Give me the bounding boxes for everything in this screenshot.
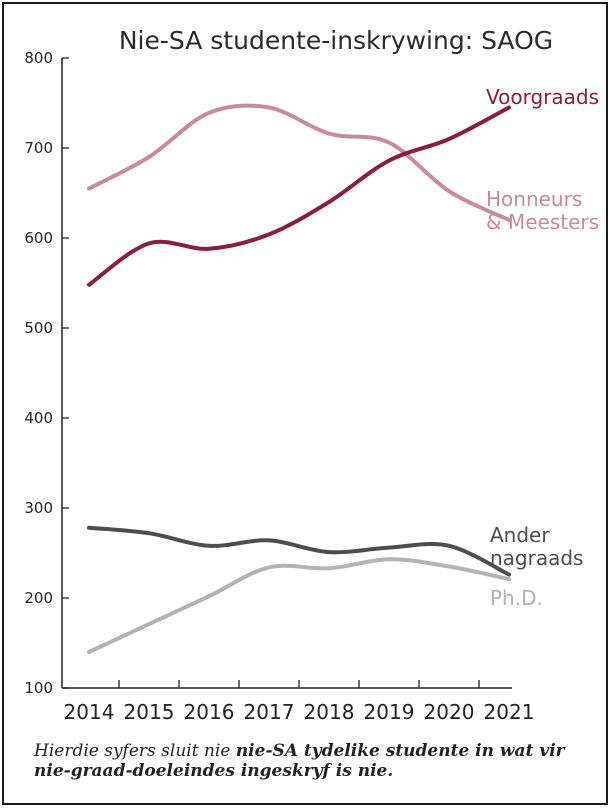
series-label-line: Ander [490, 523, 550, 547]
y-tick-label: 500 [24, 319, 53, 337]
chart-title: Nie-SA studente-inskrywing: SAOG [119, 26, 553, 55]
y-tick-label: 700 [24, 139, 53, 157]
axes: 100 200 300 400 500 600 700 800 2014 2015 2016 2017… [24, 49, 534, 724]
x-tick-label: 2015 [124, 700, 175, 724]
series-label-line: Honneurs [486, 187, 582, 211]
series-label: Ander nagraads [490, 523, 583, 570]
y-tick-label: 200 [24, 589, 53, 607]
series-lines [87, 103, 511, 654]
series-line [87, 525, 511, 577]
y-tick-label: 100 [24, 679, 53, 697]
series-line [87, 105, 511, 287]
series-line [87, 557, 511, 654]
x-tick-label: 2021 [484, 700, 535, 724]
series-label: Voorgraads [486, 85, 599, 109]
series-label-line: Ph.D. [490, 586, 543, 610]
y-tick-label: 400 [24, 409, 53, 427]
series-label-line: & Meesters [486, 210, 599, 234]
series-label: Ph.D. [490, 586, 543, 610]
y-tick-label: 600 [24, 229, 53, 247]
series-label-line: nagraads [490, 546, 583, 570]
y-tick-label: 800 [24, 49, 53, 67]
x-tick-label: 2014 [64, 700, 115, 724]
series-labels: Voorgraads Honneurs & Meesters Ander nagraad… [486, 85, 599, 610]
footnote-italic: Hierdie syfers sluit nie [34, 741, 236, 761]
x-tick-label: 2016 [184, 700, 235, 724]
series-line [87, 103, 511, 222]
x-tick-label: 2019 [364, 700, 415, 724]
series-label-line: Voorgraads [486, 85, 599, 109]
y-tick-label: 300 [24, 499, 53, 517]
footnote-bold: nie-SA tydelike studente in wat vir nie-… [34, 741, 565, 781]
x-tick-label: 2020 [424, 700, 475, 724]
footnote: Hierdie syfers sluit nie nie-SA tydelike… [34, 741, 594, 781]
series-label: Honneurs & Meesters [486, 187, 599, 234]
x-tick-label: 2018 [304, 700, 355, 724]
x-tick-label: 2017 [244, 700, 295, 724]
